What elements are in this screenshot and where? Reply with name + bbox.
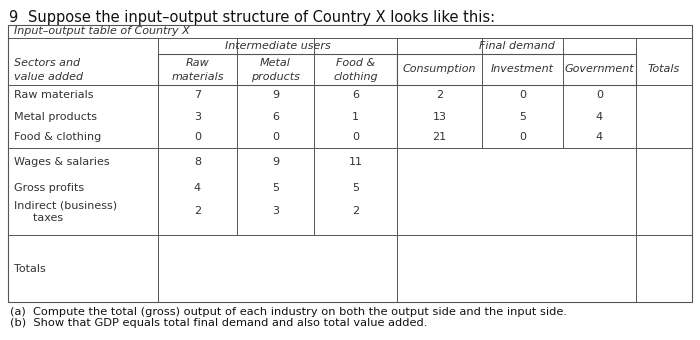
Text: value added: value added xyxy=(14,71,83,82)
Text: Food &: Food & xyxy=(336,57,375,68)
Text: 6: 6 xyxy=(352,90,359,101)
Text: Totals: Totals xyxy=(648,65,680,74)
Text: products: products xyxy=(251,71,300,82)
Text: 5: 5 xyxy=(272,183,279,193)
Text: Metal products: Metal products xyxy=(14,112,97,121)
Bar xyxy=(158,54,397,85)
Text: 11: 11 xyxy=(349,157,363,167)
Text: Suppose the input–output structure of Country X looks like this:: Suppose the input–output structure of Co… xyxy=(28,10,495,25)
Text: 4: 4 xyxy=(596,112,603,121)
Text: Metal: Metal xyxy=(260,57,291,68)
Text: Final demand: Final demand xyxy=(479,41,554,51)
Text: Sectors and: Sectors and xyxy=(14,57,80,68)
Text: 3: 3 xyxy=(272,206,279,216)
Bar xyxy=(397,54,636,85)
Text: Food & clothing: Food & clothing xyxy=(14,133,101,142)
Text: 5: 5 xyxy=(352,183,359,193)
Text: 0: 0 xyxy=(352,133,359,142)
Text: 9: 9 xyxy=(272,157,279,167)
Text: 2: 2 xyxy=(194,206,201,216)
Text: (b)  Show that GDP equals total final demand and also total value added.: (b) Show that GDP equals total final dem… xyxy=(10,318,428,328)
Text: Gross profits: Gross profits xyxy=(14,183,84,193)
Text: Government: Government xyxy=(565,65,634,74)
Text: 0: 0 xyxy=(272,133,279,142)
Text: 7: 7 xyxy=(194,90,201,101)
Text: Raw: Raw xyxy=(186,57,209,68)
Text: Raw materials: Raw materials xyxy=(14,90,94,101)
Text: 2: 2 xyxy=(352,206,359,216)
Text: 4: 4 xyxy=(194,183,201,193)
Text: (a)  Compute the total (gross) output of each industry on both the output side a: (a) Compute the total (gross) output of … xyxy=(10,307,567,317)
Text: 2: 2 xyxy=(436,90,443,101)
Text: Totals: Totals xyxy=(14,264,46,273)
Text: 5: 5 xyxy=(519,112,526,121)
Text: 0: 0 xyxy=(194,133,201,142)
Text: 8: 8 xyxy=(194,157,201,167)
Text: 21: 21 xyxy=(433,133,447,142)
Text: 9: 9 xyxy=(272,90,279,101)
Text: Indirect (business): Indirect (business) xyxy=(14,200,117,210)
Text: Investment: Investment xyxy=(491,65,554,74)
Text: 0: 0 xyxy=(519,133,526,142)
Text: 0: 0 xyxy=(596,90,603,101)
Text: Intermediate users: Intermediate users xyxy=(225,41,330,51)
Text: taxes: taxes xyxy=(26,213,63,223)
Text: materials: materials xyxy=(172,71,224,82)
Text: 3: 3 xyxy=(194,112,201,121)
Text: 4: 4 xyxy=(596,133,603,142)
Text: Consumption: Consumption xyxy=(402,65,476,74)
Text: 0: 0 xyxy=(519,90,526,101)
Bar xyxy=(8,25,692,302)
Text: 6: 6 xyxy=(272,112,279,121)
Text: Wages & salaries: Wages & salaries xyxy=(14,157,110,167)
Text: 9: 9 xyxy=(8,10,18,25)
Text: clothing: clothing xyxy=(333,71,378,82)
Text: Input–output table of Country X: Input–output table of Country X xyxy=(14,27,190,36)
Text: 1: 1 xyxy=(352,112,359,121)
Text: 13: 13 xyxy=(433,112,447,121)
